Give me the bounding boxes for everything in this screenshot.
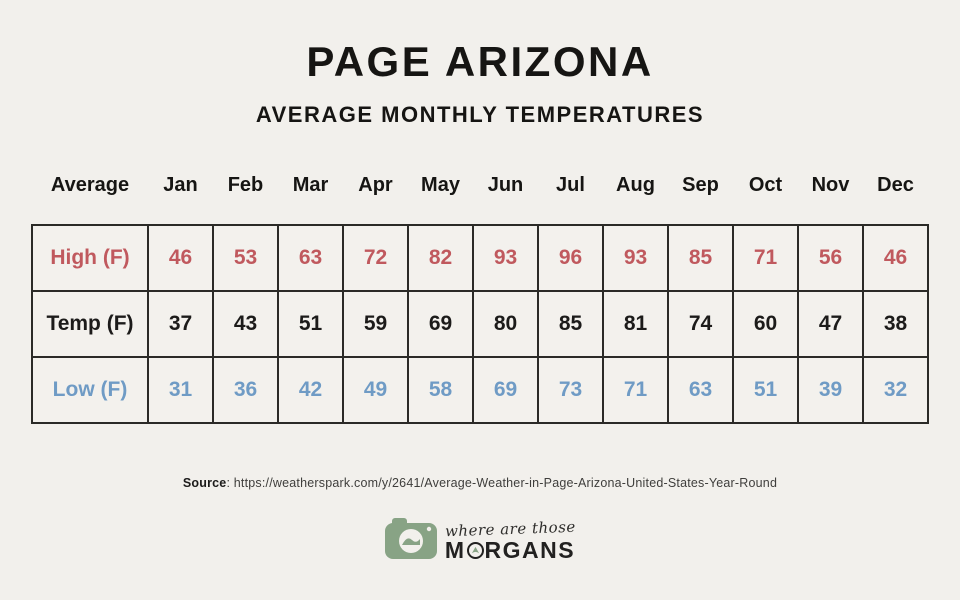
temperature-value-cell: 82 bbox=[409, 226, 472, 290]
temperature-value-cell: 96 bbox=[539, 226, 602, 290]
temperature-value-cell: 38 bbox=[864, 292, 927, 356]
temperature-value-cell: 49 bbox=[344, 358, 407, 422]
temperature-value-cell: 43 bbox=[214, 292, 277, 356]
logo-brand-text: M RGANS bbox=[445, 539, 575, 562]
temperature-value-cell: 71 bbox=[604, 358, 667, 422]
source-line: Source: https://weatherspark.com/y/2641/… bbox=[183, 476, 777, 490]
temperature-value-cell: 36 bbox=[214, 358, 277, 422]
row-label: High (F) bbox=[33, 226, 147, 290]
temperature-value-cell: 53 bbox=[214, 226, 277, 290]
camera-icon bbox=[384, 518, 437, 559]
temperature-value-cell: 72 bbox=[344, 226, 407, 290]
temperature-value-cell: 51 bbox=[279, 292, 342, 356]
temperature-value-cell: 93 bbox=[604, 226, 667, 290]
temperature-value-cell: 71 bbox=[734, 226, 797, 290]
logo-brand-m: M bbox=[444, 537, 466, 563]
temperature-value-cell: 31 bbox=[149, 358, 212, 422]
column-header-month: Aug bbox=[616, 173, 655, 196]
temperature-value-cell: 93 bbox=[474, 226, 537, 290]
row-label: Low (F) bbox=[33, 358, 147, 422]
temperature-value-cell: 46 bbox=[149, 226, 212, 290]
column-header-month: Jun bbox=[487, 173, 524, 196]
compass-o-icon bbox=[466, 542, 484, 559]
temperature-value-cell: 32 bbox=[864, 358, 927, 422]
column-header-month: Nov bbox=[811, 173, 850, 196]
temperature-table: High (F) 46 53 63 72 82 93 96 93 85 71 56 46 Temp (F)… bbox=[31, 224, 929, 424]
temperature-value-cell: 59 bbox=[344, 292, 407, 356]
source-label: Source bbox=[182, 476, 227, 490]
temperature-value-cell: 37 bbox=[149, 292, 212, 356]
column-header-month: Sep bbox=[682, 173, 719, 196]
column-header-month: Apr bbox=[358, 173, 393, 196]
temperature-value-cell: 85 bbox=[669, 226, 732, 290]
temperature-value-cell: 81 bbox=[604, 292, 667, 356]
column-header-month: Jul bbox=[556, 173, 585, 196]
temperature-value-cell: 47 bbox=[799, 292, 862, 356]
logo-text: where are those M RGANS bbox=[444, 518, 575, 562]
temperature-value-cell: 58 bbox=[409, 358, 472, 422]
temperature-value-cell: 56 bbox=[799, 226, 862, 290]
column-header-month: Oct bbox=[748, 173, 783, 196]
temperature-value-cell: 69 bbox=[409, 292, 472, 356]
column-header-average: Average bbox=[50, 173, 130, 196]
row-label: Temp (F) bbox=[33, 292, 147, 356]
temperature-value-cell: 85 bbox=[539, 292, 602, 356]
temperature-value-cell: 42 bbox=[279, 358, 342, 422]
temperature-value-cell: 74 bbox=[669, 292, 732, 356]
temperature-value-cell: 80 bbox=[474, 292, 537, 356]
temperature-value-cell: 63 bbox=[669, 358, 732, 422]
logo-brand-rest: RGANS bbox=[484, 537, 576, 563]
source-url: : https://weatherspark.com/y/2641/Averag… bbox=[226, 476, 778, 490]
temperature-value-cell: 60 bbox=[734, 292, 797, 356]
column-header-month: Dec bbox=[877, 173, 914, 196]
column-header-month: Jan bbox=[163, 173, 198, 196]
column-header-month: May bbox=[421, 173, 460, 196]
page-title: PAGE ARIZONA bbox=[306, 38, 654, 85]
temperature-value-cell: 46 bbox=[864, 226, 927, 290]
page-subtitle: AVERAGE MONTHLY TEMPERATURES bbox=[255, 102, 705, 127]
temperature-value-cell: 63 bbox=[279, 226, 342, 290]
temperature-value-cell: 39 bbox=[799, 358, 862, 422]
month-header-row: Average Jan Feb Mar Apr May Jun Jul Aug Sep Oct Nov… bbox=[31, 168, 929, 202]
column-header-month: Mar bbox=[292, 173, 329, 196]
brand-logo: where are those M RGANS bbox=[384, 516, 576, 562]
column-header-month: Feb bbox=[227, 173, 264, 196]
temperature-value-cell: 51 bbox=[734, 358, 797, 422]
temperature-value-cell: 73 bbox=[539, 358, 602, 422]
temperature-value-cell: 69 bbox=[474, 358, 537, 422]
